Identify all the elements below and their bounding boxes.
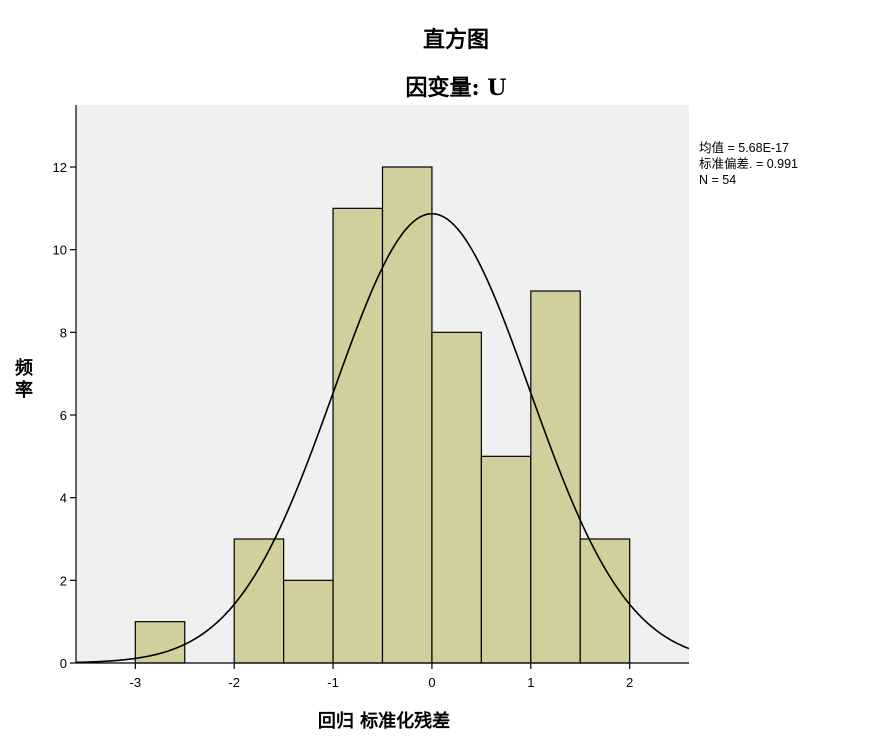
histogram-bar [381,166,433,664]
bars-layer [134,166,631,664]
y-tick-label: 8 [60,325,67,340]
curve-layer [75,212,690,664]
chart-title: 直方图 [423,27,489,53]
chart-subtitle: 因变量: U [406,75,507,101]
x-tick-label: 0 [428,675,435,690]
stats-n: N = 54 [699,173,736,187]
x-tick-label: 2 [626,675,633,690]
histogram-bar [431,331,482,664]
axes-layer [75,105,689,664]
x-ticks-layer: -3 -2 -1 0 1 2 [130,663,633,690]
x-tick-label: -2 [228,675,240,690]
y-tick-label: 4 [60,491,67,506]
normal-curve [75,212,690,664]
y-tick-label: 0 [60,656,67,671]
x-tick-label: -3 [130,675,142,690]
y-axis-label: 频率 [15,357,33,401]
x-axis-label: 回归 标准化残差 [318,710,450,732]
histogram-bar [579,538,631,664]
histogram-bar [530,290,581,664]
y-tick-label: 10 [53,243,67,258]
y-tick-label: 2 [60,573,67,588]
histogram-bar [480,455,532,664]
x-tick-label: 1 [527,675,534,690]
x-tick-label: -1 [327,675,339,690]
y-tick-label: 6 [60,408,67,423]
y-ticks-layer: 0 2 4 6 8 10 12 [53,160,76,671]
stats-std: 标准偏差. = 0.991 [699,156,798,171]
histogram-bar [283,579,334,664]
histogram-bar [332,207,384,664]
y-tick-label: 12 [53,160,67,175]
histogram-bar [134,621,186,664]
stats-mean: 均值 = 5.68E-17 [699,140,789,155]
histogram-bar [233,538,285,664]
